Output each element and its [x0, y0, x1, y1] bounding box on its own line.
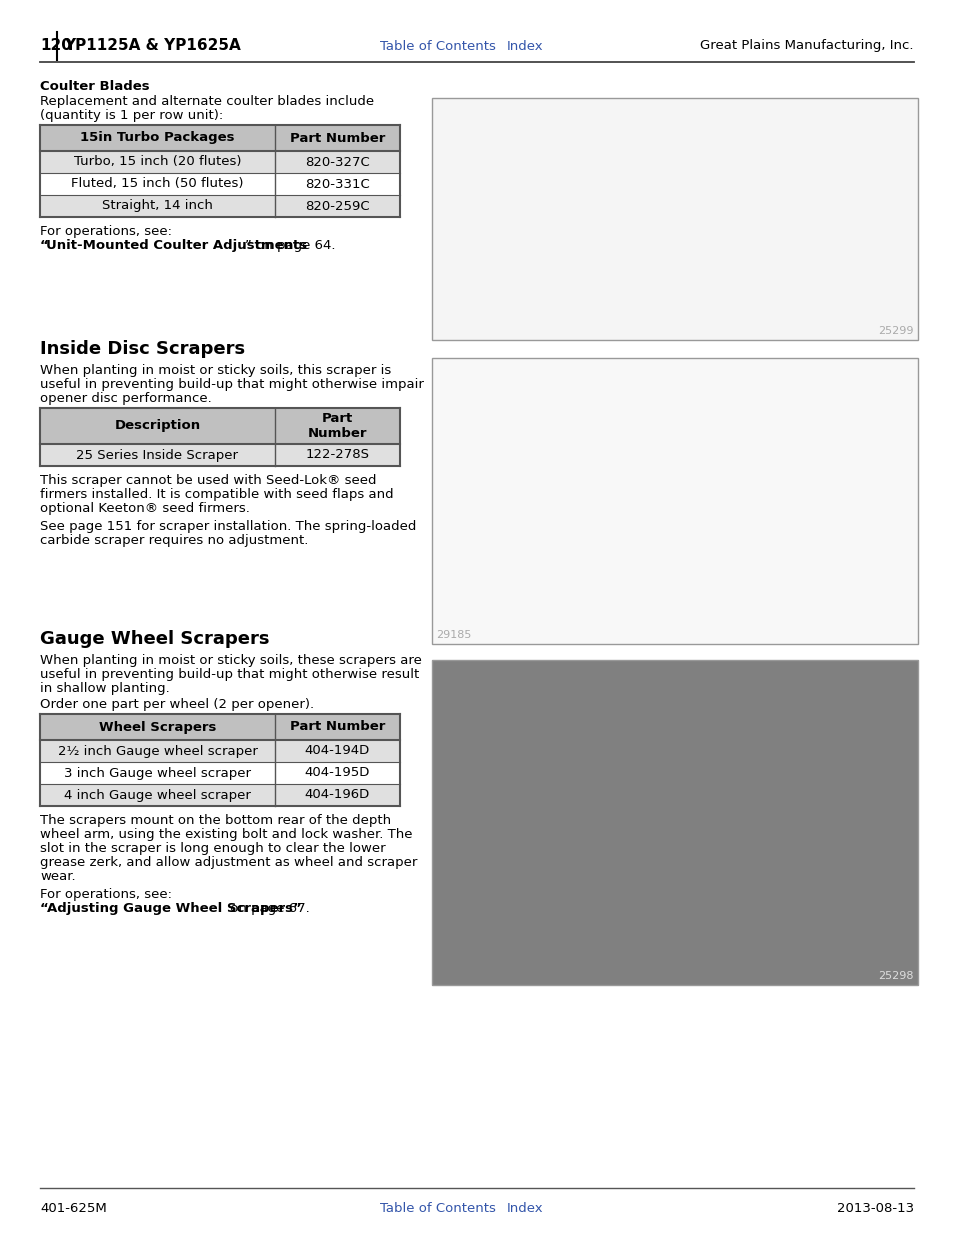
Bar [40, 445, 399, 466]
Text: Replacement and alternate coulter blades include: Replacement and alternate coulter blades… [40, 95, 374, 107]
Text: 29185: 29185 [436, 630, 471, 640]
Text: firmers installed. It is compatible with seed flaps and: firmers installed. It is compatible with… [40, 488, 394, 501]
Text: Wheel Scrapers: Wheel Scrapers [99, 720, 216, 734]
Text: 820-331C: 820-331C [305, 178, 370, 190]
Text: 820-259C: 820-259C [305, 200, 370, 212]
Text: Inside Disc Scrapers: Inside Disc Scrapers [40, 340, 245, 358]
Text: 120: 120 [40, 38, 71, 53]
Text: 404-196D: 404-196D [305, 788, 370, 802]
Bar [432, 659, 917, 986]
Text: slot in the scraper is long enough to clear the lower: slot in the scraper is long enough to cl… [40, 842, 385, 855]
Text: carbide scraper requires no adjustment.: carbide scraper requires no adjustment. [40, 534, 308, 547]
Text: 820-327C: 820-327C [305, 156, 370, 168]
Text: 25 Series Inside Scraper: 25 Series Inside Scraper [76, 448, 238, 462]
Text: For operations, see:: For operations, see: [40, 225, 172, 238]
Text: YP1125A & YP1625A: YP1125A & YP1625A [64, 38, 240, 53]
Text: Turbo, 15 inch (20 flutes): Turbo, 15 inch (20 flutes) [73, 156, 241, 168]
Text: 401-625M: 401-625M [40, 1202, 107, 1215]
Text: Fluted, 15 inch (50 flutes): Fluted, 15 inch (50 flutes) [71, 178, 244, 190]
Text: For operations, see:: For operations, see: [40, 888, 172, 902]
Bar [40, 195, 399, 217]
Text: When planting in moist or sticky soils, these scrapers are: When planting in moist or sticky soils, … [40, 655, 421, 667]
Text: Gauge Wheel Scrapers: Gauge Wheel Scrapers [40, 630, 269, 648]
Text: Part Number: Part Number [290, 131, 385, 144]
Text: Order one part per wheel (2 per opener).: Order one part per wheel (2 per opener). [40, 698, 314, 711]
Bar [40, 125, 399, 151]
Text: Description: Description [114, 420, 200, 432]
Text: 2½ inch Gauge wheel scraper: 2½ inch Gauge wheel scraper [57, 745, 257, 757]
Text: in shallow planting.: in shallow planting. [40, 682, 170, 695]
Text: wear.: wear. [40, 869, 75, 883]
Bar [432, 98, 917, 340]
Text: (quantity is 1 per row unit):: (quantity is 1 per row unit): [40, 109, 223, 122]
Bar [40, 714, 399, 740]
Text: The scrapers mount on the bottom rear of the depth: The scrapers mount on the bottom rear of… [40, 814, 391, 827]
Text: Straight, 14 inch: Straight, 14 inch [102, 200, 213, 212]
Bar [40, 408, 399, 445]
Text: 122-278S: 122-278S [305, 448, 369, 462]
Text: “Adjusting Gauge Wheel Scrapers”: “Adjusting Gauge Wheel Scrapers” [40, 902, 301, 915]
Text: wheel arm, using the existing bolt and lock washer. The: wheel arm, using the existing bolt and l… [40, 827, 412, 841]
Text: Table of Contents: Table of Contents [379, 40, 496, 53]
Text: Coulter Blades: Coulter Blades [40, 80, 150, 93]
Text: This scraper cannot be used with Seed-Lok® seed: This scraper cannot be used with Seed-Lo… [40, 474, 376, 487]
Text: 25299: 25299 [878, 326, 913, 336]
Text: See page 151 for scraper installation. The spring-loaded: See page 151 for scraper installation. T… [40, 520, 416, 534]
Bar [40, 740, 399, 762]
Text: optional Keeton® seed firmers.: optional Keeton® seed firmers. [40, 501, 250, 515]
Text: useful in preventing build-up that might otherwise result: useful in preventing build-up that might… [40, 668, 418, 680]
Bar [40, 151, 399, 173]
Text: opener disc performance.: opener disc performance. [40, 391, 212, 405]
Bar [40, 173, 399, 195]
Text: Part Number: Part Number [290, 720, 385, 734]
Text: 2013-08-13: 2013-08-13 [836, 1202, 913, 1215]
Text: 15in Turbo Packages: 15in Turbo Packages [80, 131, 234, 144]
Bar [40, 784, 399, 806]
Text: “: “ [40, 240, 49, 252]
Text: 4 inch Gauge wheel scraper: 4 inch Gauge wheel scraper [64, 788, 251, 802]
Text: Great Plains Manufacturing, Inc.: Great Plains Manufacturing, Inc. [700, 40, 913, 53]
Text: ” on page 64.: ” on page 64. [245, 240, 335, 252]
Text: 404-195D: 404-195D [305, 767, 370, 779]
Text: useful in preventing build-up that might otherwise impair: useful in preventing build-up that might… [40, 378, 423, 391]
Text: When planting in moist or sticky soils, this scraper is: When planting in moist or sticky soils, … [40, 364, 391, 377]
Text: 404-194D: 404-194D [305, 745, 370, 757]
Text: grease zerk, and allow adjustment as wheel and scraper: grease zerk, and allow adjustment as whe… [40, 856, 417, 869]
Bar [40, 762, 399, 784]
Text: Index: Index [506, 40, 543, 53]
Text: Unit-Mounted Coulter Adjustments: Unit-Mounted Coulter Adjustments [46, 240, 307, 252]
Text: Table of Contents: Table of Contents [379, 1202, 496, 1215]
Text: Part
Number: Part Number [308, 412, 367, 440]
Text: Index: Index [506, 1202, 543, 1215]
Bar [432, 358, 917, 643]
Text: 25298: 25298 [878, 971, 913, 981]
Text: 3 inch Gauge wheel scraper: 3 inch Gauge wheel scraper [64, 767, 251, 779]
Text: on page 67.: on page 67. [226, 902, 310, 915]
